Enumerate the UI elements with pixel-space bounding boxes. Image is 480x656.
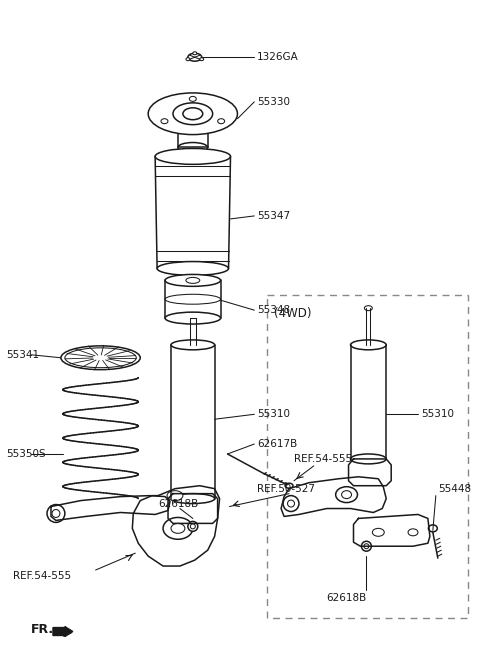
Ellipse shape — [285, 483, 293, 488]
Text: 55350S: 55350S — [6, 449, 46, 459]
Ellipse shape — [200, 58, 204, 61]
Ellipse shape — [148, 93, 238, 134]
Ellipse shape — [188, 53, 202, 61]
Bar — [267, 295, 468, 618]
Ellipse shape — [189, 96, 196, 102]
Ellipse shape — [171, 523, 185, 533]
Ellipse shape — [65, 348, 136, 367]
Text: 55341: 55341 — [6, 350, 39, 359]
Ellipse shape — [173, 103, 213, 125]
Text: 62617B: 62617B — [257, 439, 298, 449]
Ellipse shape — [165, 312, 221, 324]
Text: 62618B: 62618B — [326, 593, 367, 603]
Text: 55348: 55348 — [257, 305, 290, 315]
Ellipse shape — [178, 142, 208, 152]
Ellipse shape — [218, 119, 225, 124]
Ellipse shape — [191, 524, 195, 529]
Text: 55347: 55347 — [257, 211, 290, 221]
Ellipse shape — [364, 306, 372, 311]
Ellipse shape — [163, 518, 193, 539]
Text: 62618B: 62618B — [158, 499, 198, 508]
FancyArrow shape — [53, 626, 73, 636]
Text: 55310: 55310 — [421, 409, 454, 419]
Ellipse shape — [283, 496, 299, 512]
Text: 1326GA: 1326GA — [257, 52, 299, 62]
Ellipse shape — [155, 148, 230, 165]
Text: REF.54-555: REF.54-555 — [294, 454, 352, 464]
Ellipse shape — [361, 541, 372, 551]
Ellipse shape — [408, 529, 418, 536]
Ellipse shape — [186, 277, 200, 283]
Ellipse shape — [288, 500, 295, 507]
Ellipse shape — [350, 454, 386, 464]
Ellipse shape — [186, 58, 190, 61]
Ellipse shape — [336, 487, 358, 502]
Text: REF.54-555: REF.54-555 — [13, 571, 72, 581]
Text: (4WD): (4WD) — [274, 306, 312, 319]
Text: 55330: 55330 — [257, 97, 290, 107]
Ellipse shape — [61, 346, 140, 370]
Ellipse shape — [52, 510, 60, 518]
Ellipse shape — [165, 295, 221, 304]
Ellipse shape — [157, 262, 228, 276]
Text: REF.50-527: REF.50-527 — [257, 483, 315, 494]
Ellipse shape — [428, 525, 437, 532]
Text: 55448: 55448 — [438, 483, 471, 494]
Ellipse shape — [350, 340, 386, 350]
Ellipse shape — [167, 491, 183, 501]
Ellipse shape — [342, 491, 351, 499]
Ellipse shape — [165, 274, 221, 286]
Ellipse shape — [171, 494, 215, 504]
Text: 55310: 55310 — [257, 409, 290, 419]
Ellipse shape — [161, 119, 168, 124]
Ellipse shape — [183, 108, 203, 119]
Ellipse shape — [188, 522, 198, 531]
Ellipse shape — [47, 504, 65, 522]
Ellipse shape — [171, 340, 215, 350]
Ellipse shape — [193, 52, 197, 54]
Ellipse shape — [372, 528, 384, 537]
Ellipse shape — [364, 544, 369, 548]
Text: FR.: FR. — [31, 623, 54, 636]
